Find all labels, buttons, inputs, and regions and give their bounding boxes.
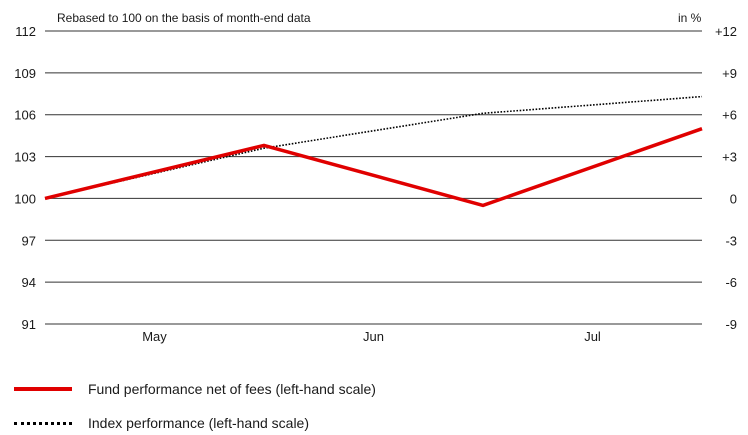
left-tick-label: 109 bbox=[14, 66, 36, 81]
gridlines bbox=[45, 30, 702, 325]
right-tick-label: +6 bbox=[722, 108, 737, 123]
legend-swatch-index bbox=[14, 421, 72, 425]
x-tick-label: May bbox=[142, 329, 167, 344]
chart-note: Rebased to 100 on the basis of month-end… bbox=[57, 11, 311, 25]
left-tick-label: 97 bbox=[22, 233, 36, 248]
legend-label-fund: Fund performance net of fees (left-hand … bbox=[88, 381, 376, 397]
left-tick-label: 91 bbox=[22, 317, 36, 332]
left-tick-label: 94 bbox=[22, 275, 36, 290]
right-tick-label: -6 bbox=[725, 275, 737, 290]
right-tick-label: +12 bbox=[715, 24, 737, 39]
right-tick-label: +9 bbox=[722, 66, 737, 81]
legend-item-index: Index performance (left-hand scale) bbox=[14, 415, 309, 431]
right-tick-label: +3 bbox=[722, 150, 737, 165]
right-axis-ticks: +12 +9 +6 +3 0 -3 -6 -9 bbox=[715, 24, 737, 332]
series-lines bbox=[44, 95, 703, 208]
x-axis-ticks: May Jun Jul bbox=[142, 329, 601, 344]
fund-line bbox=[44, 127, 703, 208]
legend-label-index: Index performance (left-hand scale) bbox=[88, 415, 309, 431]
right-tick-label: -3 bbox=[725, 233, 737, 248]
x-tick-label: Jul bbox=[584, 329, 601, 344]
left-tick-label: 112 bbox=[15, 24, 36, 39]
right-axis-unit: in % bbox=[678, 11, 702, 25]
legend-swatch-fund bbox=[14, 387, 72, 391]
line-chart: 112 109 106 103 100 97 94 91 +12 +9 +6 +3 0 -3 -6 -9 M… bbox=[14, 11, 737, 344]
legend-item-fund: Fund performance net of fees (left-hand … bbox=[14, 381, 376, 397]
left-axis-ticks: 112 109 106 103 100 97 94 91 bbox=[14, 24, 36, 332]
left-tick-label: 100 bbox=[14, 191, 36, 206]
right-tick-label: 0 bbox=[730, 191, 737, 206]
index-line bbox=[44, 95, 703, 200]
left-tick-label: 106 bbox=[14, 108, 36, 123]
right-tick-label: -9 bbox=[725, 317, 737, 332]
left-tick-label: 103 bbox=[14, 150, 36, 165]
x-tick-label: Jun bbox=[363, 329, 384, 344]
